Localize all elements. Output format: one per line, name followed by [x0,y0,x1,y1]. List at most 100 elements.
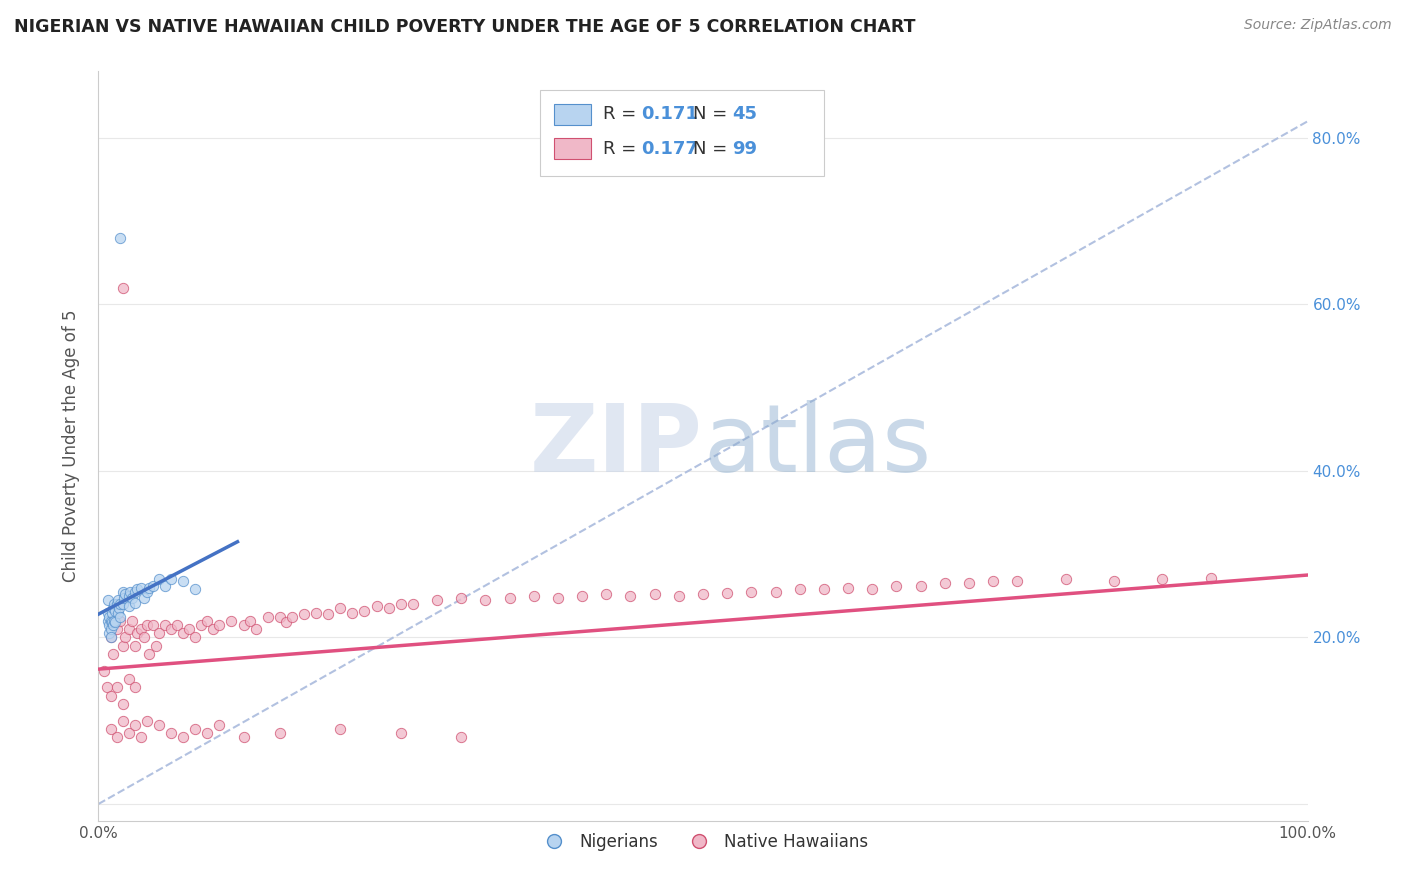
Point [97,606,120,620]
Point [105,597,128,611]
Point [184,722,207,736]
Point [353,604,375,618]
FancyBboxPatch shape [540,90,824,177]
Point [135,618,157,632]
Point [716,585,738,599]
Point [1102,574,1125,588]
Text: 99: 99 [733,139,756,158]
Point [100,606,122,620]
Point [619,589,641,603]
Text: atlas: atlas [703,400,931,492]
Point [129,581,152,595]
Point [195,614,218,628]
Point [100,622,122,636]
Point [172,731,194,745]
Point [142,618,165,632]
Point [789,582,811,597]
Point [118,726,141,740]
Point [104,615,127,630]
Text: NIGERIAN VS NATIVE HAWAIIAN CHILD POVERTY UNDER THE AGE OF 5 CORRELATION CHART: NIGERIAN VS NATIVE HAWAIIAN CHILD POVERT… [14,18,915,36]
Text: N =: N = [693,105,734,123]
Point [108,601,131,615]
Point [1199,570,1222,584]
Text: ZIP: ZIP [530,400,703,492]
Point [105,681,128,695]
Point [100,722,122,736]
Point [124,584,146,599]
Point [98,609,121,624]
Point [160,726,183,740]
Point [934,576,956,591]
Point [148,572,170,586]
Point [98,626,121,640]
Point [571,589,593,603]
Text: R =: R = [603,139,641,158]
Point [957,576,980,591]
Point [101,618,124,632]
Y-axis label: Child Poverty Under the Age of 5: Child Poverty Under the Age of 5 [62,310,80,582]
Point [135,714,157,728]
Point [184,582,207,597]
Point [108,597,131,611]
Point [138,647,160,661]
Text: N =: N = [693,139,734,158]
Point [221,614,243,628]
Point [547,591,569,605]
Point [450,731,472,745]
Point [118,672,141,686]
Point [981,574,1004,588]
Point [129,731,152,745]
Point [97,614,120,628]
Point [148,626,170,640]
Point [190,618,212,632]
Text: R =: R = [603,105,641,123]
Point [292,607,315,622]
Point [269,726,291,740]
Point [523,589,546,603]
Point [281,609,304,624]
Point [160,572,183,586]
Point [138,581,160,595]
Point [232,618,254,632]
Point [692,587,714,601]
Point [108,231,131,245]
Point [910,579,932,593]
Text: 0.171: 0.171 [641,105,699,123]
Point [595,587,617,601]
Point [153,579,176,593]
Point [118,589,141,603]
Point [98,618,121,632]
Point [668,589,690,603]
Point [105,622,128,636]
Point [111,597,134,611]
Point [316,607,339,622]
Point [179,622,201,636]
Point [107,606,129,620]
Point [100,689,122,703]
Point [96,681,118,695]
Point [837,581,859,595]
Legend: Nigerians, Native Hawaiians: Nigerians, Native Hawaiians [530,826,876,857]
Point [112,591,135,605]
Point [153,618,176,632]
Point [269,609,291,624]
Point [1007,574,1029,588]
Point [118,599,141,613]
Point [118,622,141,636]
Point [208,618,231,632]
Point [121,614,143,628]
Point [111,639,134,653]
Point [134,631,156,645]
Point [135,584,157,599]
Point [124,639,146,653]
Point [100,615,122,630]
Point [166,618,188,632]
Point [402,597,425,611]
Point [114,631,136,645]
Point [93,664,115,678]
Text: 0.177: 0.177 [641,139,699,158]
Point [108,614,131,628]
Point [239,614,262,628]
Point [105,731,128,745]
Point [389,726,412,740]
